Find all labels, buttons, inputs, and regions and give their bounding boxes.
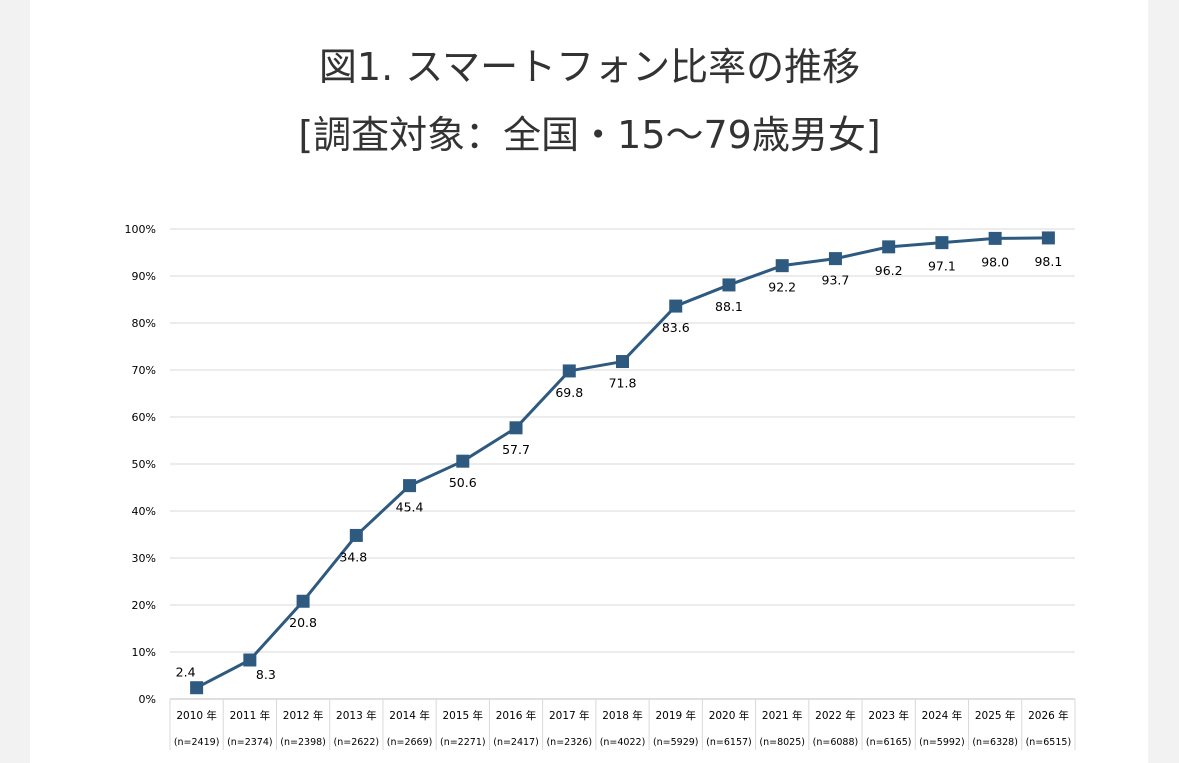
x-tick-label: 2010 年 <box>176 709 217 722</box>
data-label: 92.2 <box>768 280 796 295</box>
sample-size-label: (n=2326) <box>546 737 592 748</box>
data-label: 71.8 <box>609 376 637 391</box>
data-label: 88.1 <box>715 299 743 314</box>
data-point-marker <box>456 454 470 468</box>
data-label: 83.6 <box>662 320 690 335</box>
data-label: 50.6 <box>449 475 477 490</box>
x-tick-label: 2026 年 <box>1028 709 1069 722</box>
sample-size-label: (n=2271) <box>440 737 486 748</box>
data-point-marker <box>243 653 257 667</box>
sample-size-label: (n=2398) <box>280 737 326 748</box>
sample-size-label: (n=2374) <box>227 737 273 748</box>
data-point-marker <box>190 681 204 695</box>
x-tick-label: 2015 年 <box>443 709 484 722</box>
x-tick-label: 2017 年 <box>549 709 590 722</box>
data-label: 57.7 <box>502 442 530 457</box>
x-tick-label: 2024 年 <box>922 709 963 722</box>
data-point-marker <box>882 240 896 254</box>
x-tick-label: 2020 年 <box>709 709 750 722</box>
x-tick-label: 2021 年 <box>762 709 803 722</box>
sample-size-label: (n=2417) <box>493 737 539 748</box>
sample-size-label: (n=6157) <box>706 737 752 748</box>
data-label: 96.2 <box>875 263 903 278</box>
chart-title-line2: [調査対象：全国・15～79歳男女] <box>298 113 881 157</box>
chart-title-line1: 図1. スマートフォン比率の推移 <box>318 45 861 89</box>
sample-size-label: (n=6515) <box>1026 737 1072 748</box>
y-tick-label: 70% <box>132 364 156 377</box>
data-label: 34.8 <box>339 549 367 564</box>
chart-page <box>30 0 1148 763</box>
data-label: 98.0 <box>981 254 1009 269</box>
y-tick-label: 90% <box>132 270 156 283</box>
data-point-marker <box>935 236 949 250</box>
x-tick-label: 2012 年 <box>283 709 324 722</box>
x-tick-label: 2025 年 <box>975 709 1016 722</box>
y-tick-label: 100% <box>125 223 156 236</box>
data-point-marker <box>775 259 789 273</box>
data-label: 20.8 <box>289 615 317 630</box>
sample-size-label: (n=2622) <box>334 737 380 748</box>
data-point-marker <box>828 252 842 266</box>
data-label: 93.7 <box>822 273 850 288</box>
data-label: 98.1 <box>1034 254 1062 269</box>
data-label: 2.4 <box>176 665 196 680</box>
data-point-marker <box>1041 231 1055 245</box>
series-line <box>195 236 1049 690</box>
y-tick-label: 30% <box>132 552 156 565</box>
x-tick-label: 2011 年 <box>230 709 271 722</box>
y-tick-label: 60% <box>132 411 156 424</box>
y-tick-label: 40% <box>132 505 156 518</box>
data-point-marker <box>349 528 363 542</box>
data-point-marker <box>669 299 683 313</box>
data-point-marker <box>296 594 310 608</box>
data-label: 97.1 <box>928 259 956 274</box>
x-tick-label: 2023 年 <box>868 709 909 722</box>
x-tick-label: 2013 年 <box>336 709 377 722</box>
data-point-marker <box>562 364 576 378</box>
data-point-marker <box>722 278 736 292</box>
x-tick-label: 2014 年 <box>389 709 430 722</box>
sample-size-label: (n=8025) <box>759 737 805 748</box>
y-tick-label: 0% <box>139 693 156 706</box>
sample-size-label: (n=6165) <box>866 737 912 748</box>
y-tick-label: 80% <box>132 317 156 330</box>
sample-size-label: (n=2419) <box>174 737 220 748</box>
x-tick-label: 2018 年 <box>602 709 643 722</box>
x-tick-label: 2022 年 <box>815 709 856 722</box>
sample-size-label: (n=4022) <box>600 737 646 748</box>
data-point-marker <box>403 479 417 493</box>
y-tick-label: 20% <box>132 599 156 612</box>
data-point-marker <box>616 355 629 369</box>
x-tick-label: 2019 年 <box>655 709 696 722</box>
data-label: 8.3 <box>256 667 276 682</box>
sample-size-label: (n=2669) <box>387 737 433 748</box>
sample-size-label: (n=5929) <box>653 737 699 748</box>
sample-size-label: (n=5992) <box>919 737 965 748</box>
data-label: 45.4 <box>396 500 424 515</box>
y-tick-label: 10% <box>132 646 156 659</box>
data-point-marker <box>509 421 523 435</box>
sample-size-label: (n=6328) <box>972 737 1018 748</box>
data-point-marker <box>988 231 1002 245</box>
y-tick-label: 50% <box>132 458 156 471</box>
data-label: 69.8 <box>555 385 583 400</box>
x-tick-label: 2016 年 <box>496 709 537 722</box>
sample-size-label: (n=6088) <box>813 737 859 748</box>
